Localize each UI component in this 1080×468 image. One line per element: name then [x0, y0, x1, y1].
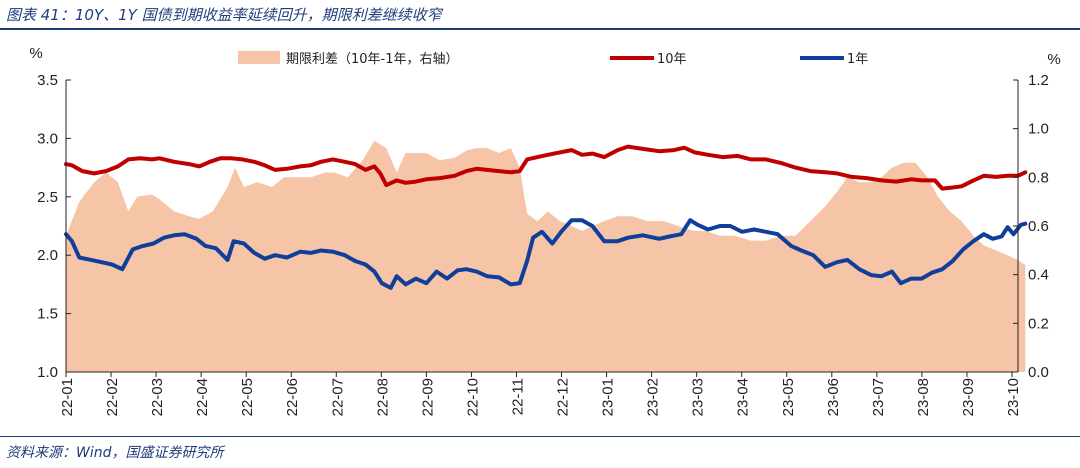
y-left-tick-label: 1.0: [37, 364, 58, 381]
legend-label-spread: 期限利差（10年-1年，右轴）: [286, 52, 459, 67]
spread-area: [66, 140, 1026, 372]
x-tick-label: 23-03: [690, 378, 707, 416]
x-tick-label: 22-11: [510, 378, 527, 415]
y-right-tick-label: 0.0: [1028, 364, 1049, 381]
y-right-tick-label: 0.8: [1028, 169, 1049, 186]
x-tick-label: 23-10: [1005, 378, 1022, 416]
source-note: 资料来源：Wind，国盛证券研究所: [6, 445, 224, 461]
y-right-tick-label: 1.0: [1028, 121, 1049, 138]
x-tick-label: 23-09: [960, 378, 977, 416]
y-right-tick-label: 0.4: [1028, 267, 1049, 284]
spread-area-layer: [66, 140, 1026, 372]
y-left-tick-label: 2.5: [37, 189, 58, 206]
x-tick-label: 22-08: [374, 378, 391, 416]
x-tick-label: 22-01: [59, 378, 76, 416]
legend-label-10y: 10年: [657, 52, 687, 67]
x-tick-label: 22-07: [329, 378, 346, 416]
line-10y: [64, 144, 1028, 191]
y-right-tick-label: 1.2: [1028, 72, 1049, 89]
x-tick-label: 23-08: [915, 378, 932, 416]
x-tick-label: 23-01: [600, 378, 617, 416]
legend-label-1y: 1年: [847, 52, 868, 67]
x-tick-label: 23-04: [735, 378, 752, 416]
x-tick-label: 23-07: [870, 378, 887, 416]
chart-svg: 3.5 3.0 2.5 2.0 1.5 1.0 1.2 1.0 0.8 0.6 0.4 0.2 0.0%…: [29, 45, 1060, 416]
line-1y: [64, 218, 1028, 290]
x-tick-label: 22-06: [284, 378, 301, 416]
y-right-unit: %: [1047, 51, 1060, 68]
source-divider: [0, 436, 1080, 437]
legend-swatch-spread: [238, 51, 280, 64]
y-left-tick-label: 1.5: [37, 306, 58, 323]
x-tick-label: 22-09: [419, 378, 436, 416]
x-tick-label: 22-12: [555, 378, 572, 416]
x-tick-label: 22-03: [149, 378, 166, 416]
title-divider: [0, 28, 1080, 30]
x-tick-label: 22-02: [104, 378, 121, 416]
x-tick-label: 22-04: [194, 378, 211, 416]
y-right-tick-label: 0.2: [1028, 315, 1049, 332]
x-tick-label: 22-10: [464, 378, 481, 416]
x-tick-label: 23-05: [780, 378, 797, 416]
y-right-tick-label: 0.6: [1028, 218, 1049, 235]
y-left-tick-label: 3.5: [37, 72, 58, 89]
legend: 期限利差（10年-1年，右轴） 10年 1年: [238, 51, 868, 67]
y-left-tick-label: 3.0: [37, 130, 58, 147]
y-left-unit: %: [29, 45, 42, 62]
x-tick-label: 22-05: [239, 378, 256, 416]
chart-title: 图表 41：10Y、1Y 国债到期收益率延续回升，期限利差继续收窄: [6, 6, 442, 24]
x-tick-label: 23-06: [825, 378, 842, 416]
y-left-tick-label: 2.0: [37, 247, 58, 264]
x-tick-label: 23-02: [645, 378, 662, 416]
lines-layer: [64, 144, 1028, 290]
axes-layer: 3.5 3.0 2.5 2.0 1.5 1.0 1.2 1.0 0.8 0.6 0.4 0.2 0.0%…: [29, 45, 1060, 416]
